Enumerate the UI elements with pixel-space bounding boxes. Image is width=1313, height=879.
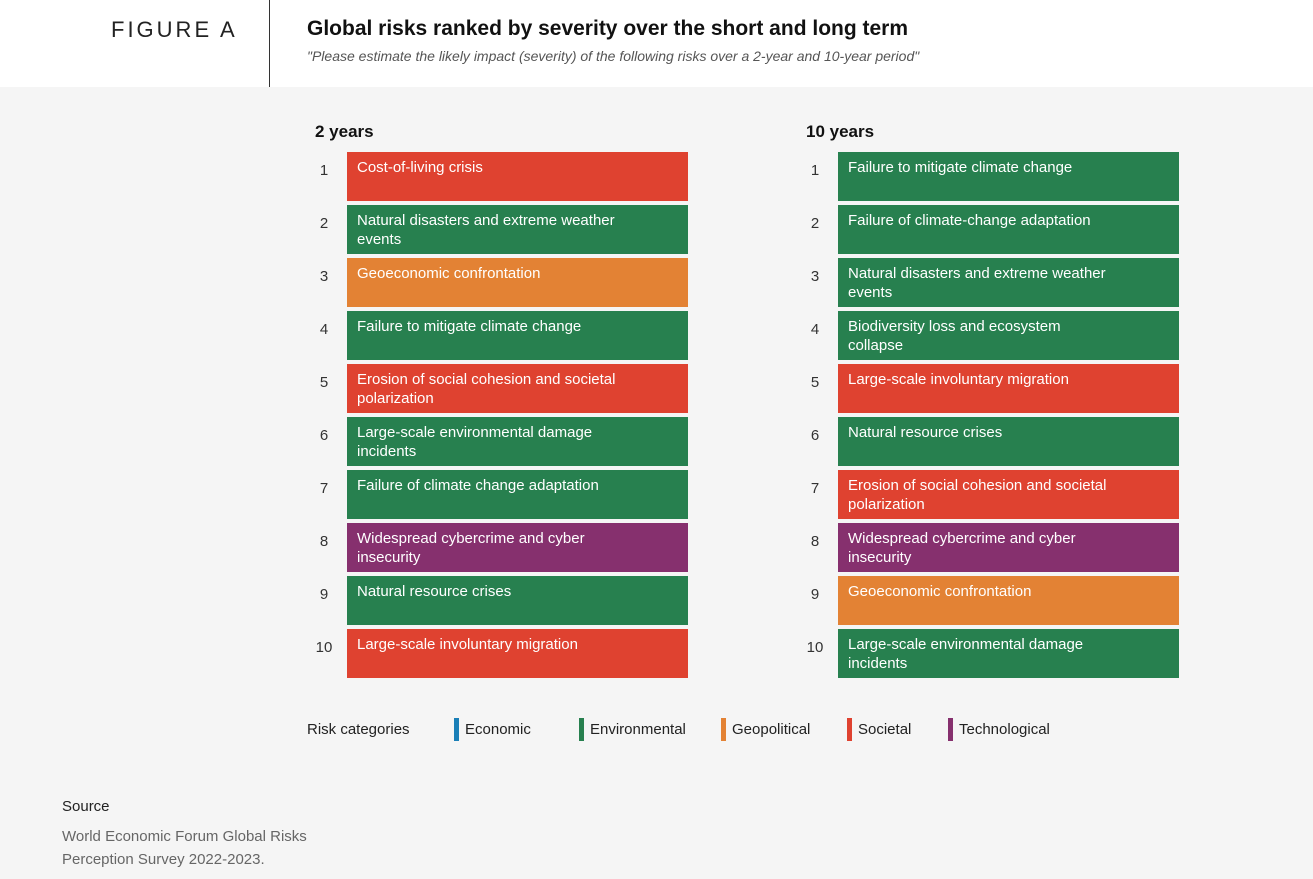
legend-swatch bbox=[579, 718, 584, 741]
rank-number: 4 bbox=[319, 321, 329, 338]
legend-swatch bbox=[948, 718, 953, 741]
rank-number: 9 bbox=[810, 586, 820, 603]
risk-bar: Biodiversity loss and ecosystem collapse bbox=[838, 311, 1179, 360]
chart-subtitle: "Please estimate the likely impact (seve… bbox=[307, 48, 920, 64]
rank-number: 3 bbox=[319, 268, 329, 285]
risk-bar: Cost-of-living crisis bbox=[347, 152, 688, 201]
figure-header: FIGURE A Global risks ranked by severity… bbox=[0, 0, 1313, 87]
rank-number: 5 bbox=[319, 374, 329, 391]
column-2-years: 2 years 1 Cost-of-living crisis 2 Natural d… bbox=[307, 122, 707, 682]
legend-label: Economic bbox=[465, 721, 531, 738]
rank-number: 10 bbox=[315, 639, 333, 656]
figure-label: FIGURE A bbox=[111, 17, 238, 42]
rank-number: 9 bbox=[319, 586, 329, 603]
legend-label: Societal bbox=[858, 721, 912, 738]
risk-bar: Failure of climate-change adaptation bbox=[838, 205, 1179, 254]
rank-number: 2 bbox=[810, 215, 820, 232]
risk-bar: Large-scale involuntary migration bbox=[838, 364, 1179, 413]
rank-number: 10 bbox=[806, 639, 824, 656]
risk-bar: Natural disasters and extreme weather ev… bbox=[838, 258, 1179, 307]
risk-bar: Erosion of social cohesion and societal … bbox=[347, 364, 688, 413]
risk-bar: Natural disasters and extreme weather ev… bbox=[347, 205, 688, 254]
rank-number: 8 bbox=[810, 533, 820, 550]
legend-label: Environmental bbox=[590, 721, 686, 738]
risk-bar: Large-scale involuntary migration bbox=[347, 629, 688, 678]
chart-title: Global risks ranked by severity over the… bbox=[307, 17, 909, 40]
risk-bar: Failure of climate change adaptation bbox=[347, 470, 688, 519]
risk-bar: Erosion of social cohesion and societal … bbox=[838, 470, 1179, 519]
rank-number: 3 bbox=[810, 268, 820, 285]
risk-bar: Geoeconomic confrontation bbox=[838, 576, 1179, 625]
risk-bar: Failure to mitigate climate change bbox=[347, 311, 688, 360]
rank-number: 8 bbox=[319, 533, 329, 550]
rank-number: 5 bbox=[810, 374, 820, 391]
legend-title: Risk categories bbox=[307, 721, 410, 738]
rank-number: 7 bbox=[319, 480, 329, 497]
legend: Risk categories Economic Environmental G… bbox=[307, 718, 1127, 742]
legend-swatch bbox=[847, 718, 852, 741]
column-heading: 10 years bbox=[806, 122, 875, 141]
legend-swatch bbox=[454, 718, 459, 741]
risk-bar: Widespread cybercrime and cyber insecuri… bbox=[347, 523, 688, 572]
risk-bar: Widespread cybercrime and cyber insecuri… bbox=[838, 523, 1179, 572]
legend-label: Technological bbox=[959, 721, 1050, 738]
rank-number: 6 bbox=[319, 427, 329, 444]
source-title: Source bbox=[62, 798, 110, 815]
header-divider bbox=[269, 0, 270, 87]
rank-number: 1 bbox=[810, 162, 820, 179]
column-10-years: 10 years 1 Failure to mitigate climate ch… bbox=[798, 122, 1198, 682]
rank-number: 2 bbox=[319, 215, 329, 232]
risk-bar: Natural resource crises bbox=[347, 576, 688, 625]
rank-number: 6 bbox=[810, 427, 820, 444]
legend-label: Geopolitical bbox=[732, 721, 811, 738]
rank-number: 4 bbox=[810, 321, 820, 338]
rank-number: 1 bbox=[319, 162, 329, 179]
risk-bar: Large-scale environmental damage inciden… bbox=[838, 629, 1179, 678]
risk-bar: Natural resource crises bbox=[838, 417, 1179, 466]
rank-number: 7 bbox=[810, 480, 820, 497]
source-text: World Economic Forum Global Risks Percep… bbox=[62, 828, 307, 868]
risk-bar: Geoeconomic confrontation bbox=[347, 258, 688, 307]
risk-bar: Failure to mitigate climate change bbox=[838, 152, 1179, 201]
risk-bar: Large-scale environmental damage inciden… bbox=[347, 417, 688, 466]
legend-swatch bbox=[721, 718, 726, 741]
column-heading: 2 years bbox=[315, 122, 374, 141]
